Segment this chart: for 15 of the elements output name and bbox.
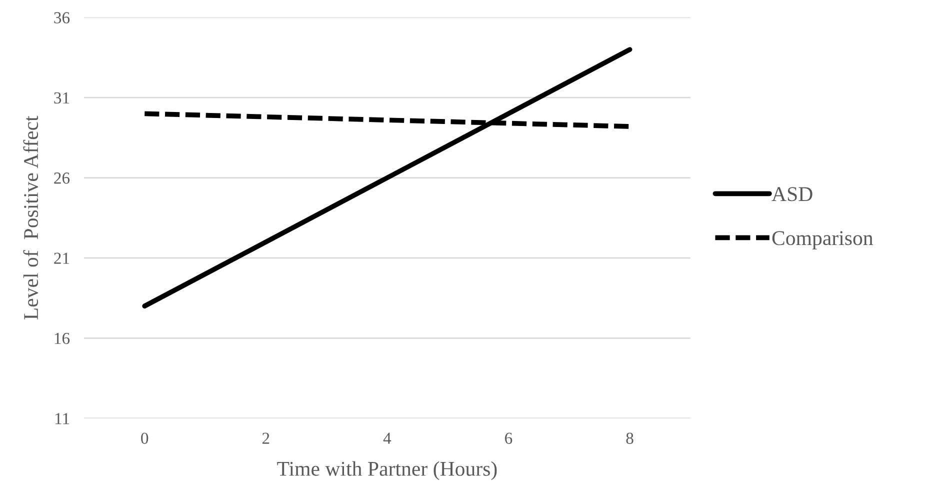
legend-label: Comparison [772,231,874,250]
x-tick-label: 0 [141,432,148,444]
y-tick-label: 36 [54,12,70,24]
x-axis-title: Time with Partner (Hours) [277,461,497,480]
y-tick-label: 11 [56,413,70,424]
x-tick-label: 6 [505,432,512,444]
y-tick-label: 21 [54,252,70,264]
x-tick-label: 2 [262,432,270,444]
y-tick-label: 26 [54,172,70,184]
y-tick-label: 16 [54,332,70,344]
y-axis-title: Level of Positive Affect [23,116,38,320]
y-tick-label: 31 [54,92,70,104]
x-tick-label: 8 [626,432,634,444]
x-tick-label: 4 [383,432,392,444]
legend-label: ASD [772,187,812,202]
